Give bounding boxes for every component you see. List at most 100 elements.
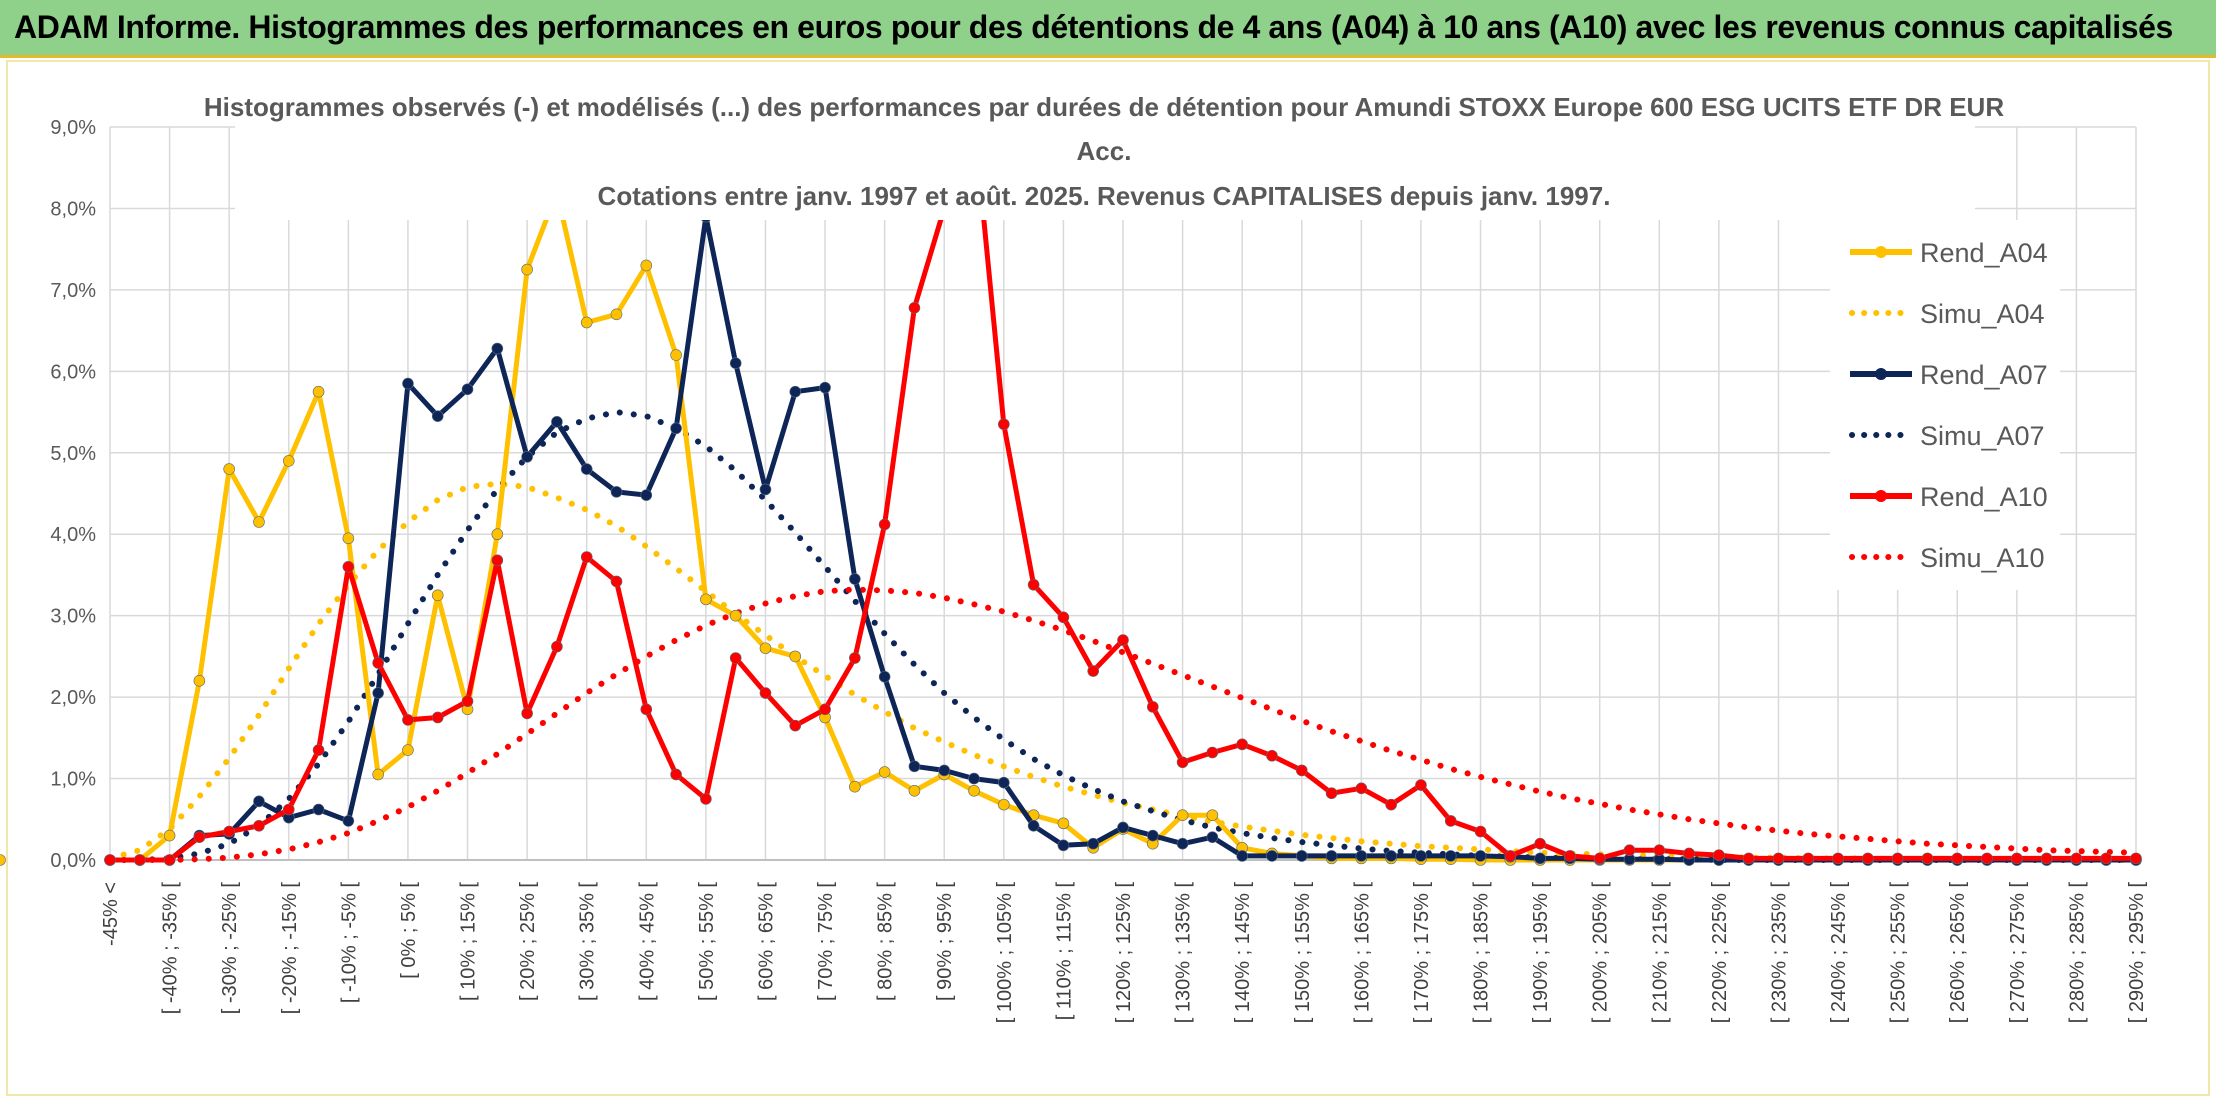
data-point [1027, 578, 1040, 591]
data-point [998, 776, 1010, 789]
x-tick-label: [ 20% ; 25% [ [517, 882, 539, 1001]
series-Simu_A07 [107, 409, 2139, 863]
series-Simu_A10 [107, 586, 2139, 863]
series-line [107, 409, 2139, 863]
data-point [402, 744, 414, 756]
data-point [1117, 634, 1129, 646]
data-point [670, 422, 682, 435]
y-axis-ticks: 0,0% 1,0% 2,0% 3,0% 4,0% 5,0% 6,0% 7,0% 8,0% 9,0% [50, 117, 96, 872]
data-point [223, 825, 235, 838]
data-point [2130, 852, 2142, 865]
x-tick-label: [ 200% ; 205% [ [1590, 882, 1612, 1024]
y-tick-label: 6,0% [50, 361, 96, 383]
legend-label: Simu_A07 [1920, 421, 2045, 451]
data-point [1027, 819, 1040, 832]
y-tick-label: 5,0% [50, 443, 96, 465]
data-point [1236, 738, 1248, 751]
data-point [1474, 850, 1487, 862]
data-point [968, 772, 980, 785]
data-point [372, 687, 384, 699]
x-tick-label: [ 130% ; 135% [ [1173, 882, 1195, 1024]
data-point [1057, 839, 1070, 852]
data-point [1444, 850, 1457, 862]
data-point [1117, 821, 1129, 834]
x-tick-label: [ 230% ; 235% [ [1768, 882, 1790, 1024]
data-point [551, 416, 563, 428]
data-point [1862, 852, 1874, 865]
data-point [372, 657, 384, 669]
data-point [312, 385, 325, 398]
data-point [789, 650, 802, 663]
data-point [491, 554, 504, 567]
data-point [1981, 852, 1993, 865]
data-point [431, 711, 444, 724]
data-point [1593, 852, 1606, 865]
x-tick-label: [ 140% ; 145% [ [1232, 882, 1254, 1024]
y-tick-label: 1,0% [50, 769, 96, 791]
report-title: ADAM Informe. Histogrammes des performan… [14, 9, 2173, 45]
data-point [580, 316, 593, 329]
data-point [2011, 852, 2023, 865]
data-point [1176, 837, 1189, 850]
data-point [908, 760, 921, 773]
x-tick-label: [ -40% ; -35% [ [160, 882, 182, 1015]
x-tick-label: [ 280% ; 285% [ [2066, 882, 2088, 1024]
data-point [2040, 852, 2053, 865]
data-point [1385, 850, 1397, 862]
data-point [491, 528, 504, 541]
data-point [1653, 844, 1666, 857]
data-point [610, 486, 623, 498]
data-point [1534, 837, 1546, 850]
x-tick-label: [ 50% ; 55% [ [696, 882, 718, 1001]
chart-title-line: Histogrammes observés (-) et modélisés (… [204, 92, 2004, 122]
data-point [461, 695, 474, 707]
data-point [1266, 850, 1278, 862]
legend-marker [1875, 368, 1887, 380]
data-point [223, 463, 235, 475]
chart-legend: Rend_A04 Simu_A04 Rend_A07 Simu_A07 Rend_A10… [1830, 220, 2060, 590]
legend-marker [1875, 490, 1887, 502]
data-point [998, 798, 1010, 811]
chart-title-background: Histogrammes observés (-) et modélisés (… [204, 82, 2004, 220]
data-point [1087, 665, 1100, 677]
x-tick-label: [ 270% ; 275% [ [2007, 882, 2029, 1024]
data-point [759, 483, 772, 496]
data-point [0, 854, 6, 866]
data-point [253, 516, 265, 528]
data-point [640, 489, 653, 501]
data-point [1325, 850, 1338, 862]
data-point [670, 768, 682, 781]
x-tick-label: [ 60% ; 65% [ [755, 882, 777, 1001]
x-tick-label: [ 250% ; 255% [ [1888, 882, 1910, 1024]
data-point [1444, 815, 1457, 827]
data-point [968, 784, 980, 797]
data-point [2100, 852, 2113, 865]
data-point [1623, 844, 1636, 857]
data-point [849, 652, 861, 664]
data-point [461, 383, 474, 396]
data-point [133, 854, 146, 866]
y-tick-label: 3,0% [50, 606, 96, 628]
data-point [2070, 852, 2083, 865]
data-point [312, 803, 325, 816]
data-point [402, 377, 414, 390]
data-point [819, 703, 831, 716]
data-point [1415, 850, 1427, 862]
data-point [282, 455, 295, 467]
data-point [640, 259, 653, 272]
data-point [938, 764, 951, 777]
x-tick-label: [ 120% ; 125% [ [1113, 882, 1135, 1024]
data-point [640, 703, 653, 716]
data-point [1564, 850, 1576, 862]
data-point [878, 670, 891, 683]
x-tick-label: [ 10% ; 15% [ [458, 882, 480, 1001]
data-point [1802, 852, 1815, 865]
y-tick-label: 2,0% [50, 687, 96, 709]
data-point [1355, 850, 1368, 862]
data-point [163, 854, 176, 866]
data-point [1057, 817, 1070, 830]
data-point [1474, 825, 1487, 838]
x-tick-label: [ 100% ; 105% [ [994, 882, 1016, 1024]
data-point [819, 381, 831, 394]
